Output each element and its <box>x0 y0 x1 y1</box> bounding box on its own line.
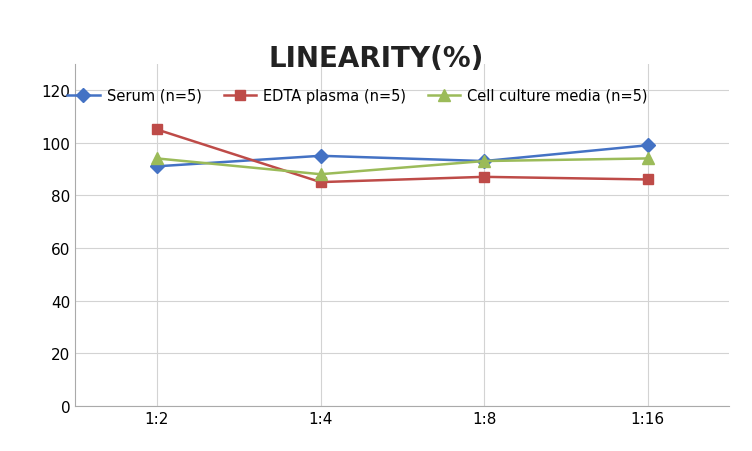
Cell culture media (n=5) <box>480 159 489 165</box>
Serum (n=5) <box>480 159 489 165</box>
Line: Serum (n=5): Serum (n=5) <box>152 141 653 172</box>
Cell culture media (n=5) <box>153 156 162 162</box>
Line: EDTA plasma (n=5): EDTA plasma (n=5) <box>152 125 653 188</box>
Line: Cell culture media (n=5): Cell culture media (n=5) <box>151 153 653 180</box>
EDTA plasma (n=5) <box>153 128 162 133</box>
Legend: Serum (n=5), EDTA plasma (n=5), Cell culture media (n=5): Serum (n=5), EDTA plasma (n=5), Cell cul… <box>68 88 647 103</box>
Serum (n=5) <box>643 143 652 149</box>
Cell culture media (n=5) <box>643 156 652 162</box>
Serum (n=5) <box>316 154 325 159</box>
Serum (n=5) <box>153 164 162 170</box>
Text: LINEARITY(%): LINEARITY(%) <box>268 45 484 73</box>
EDTA plasma (n=5) <box>480 175 489 180</box>
EDTA plasma (n=5) <box>316 180 325 185</box>
EDTA plasma (n=5) <box>643 177 652 183</box>
Cell culture media (n=5) <box>316 172 325 178</box>
